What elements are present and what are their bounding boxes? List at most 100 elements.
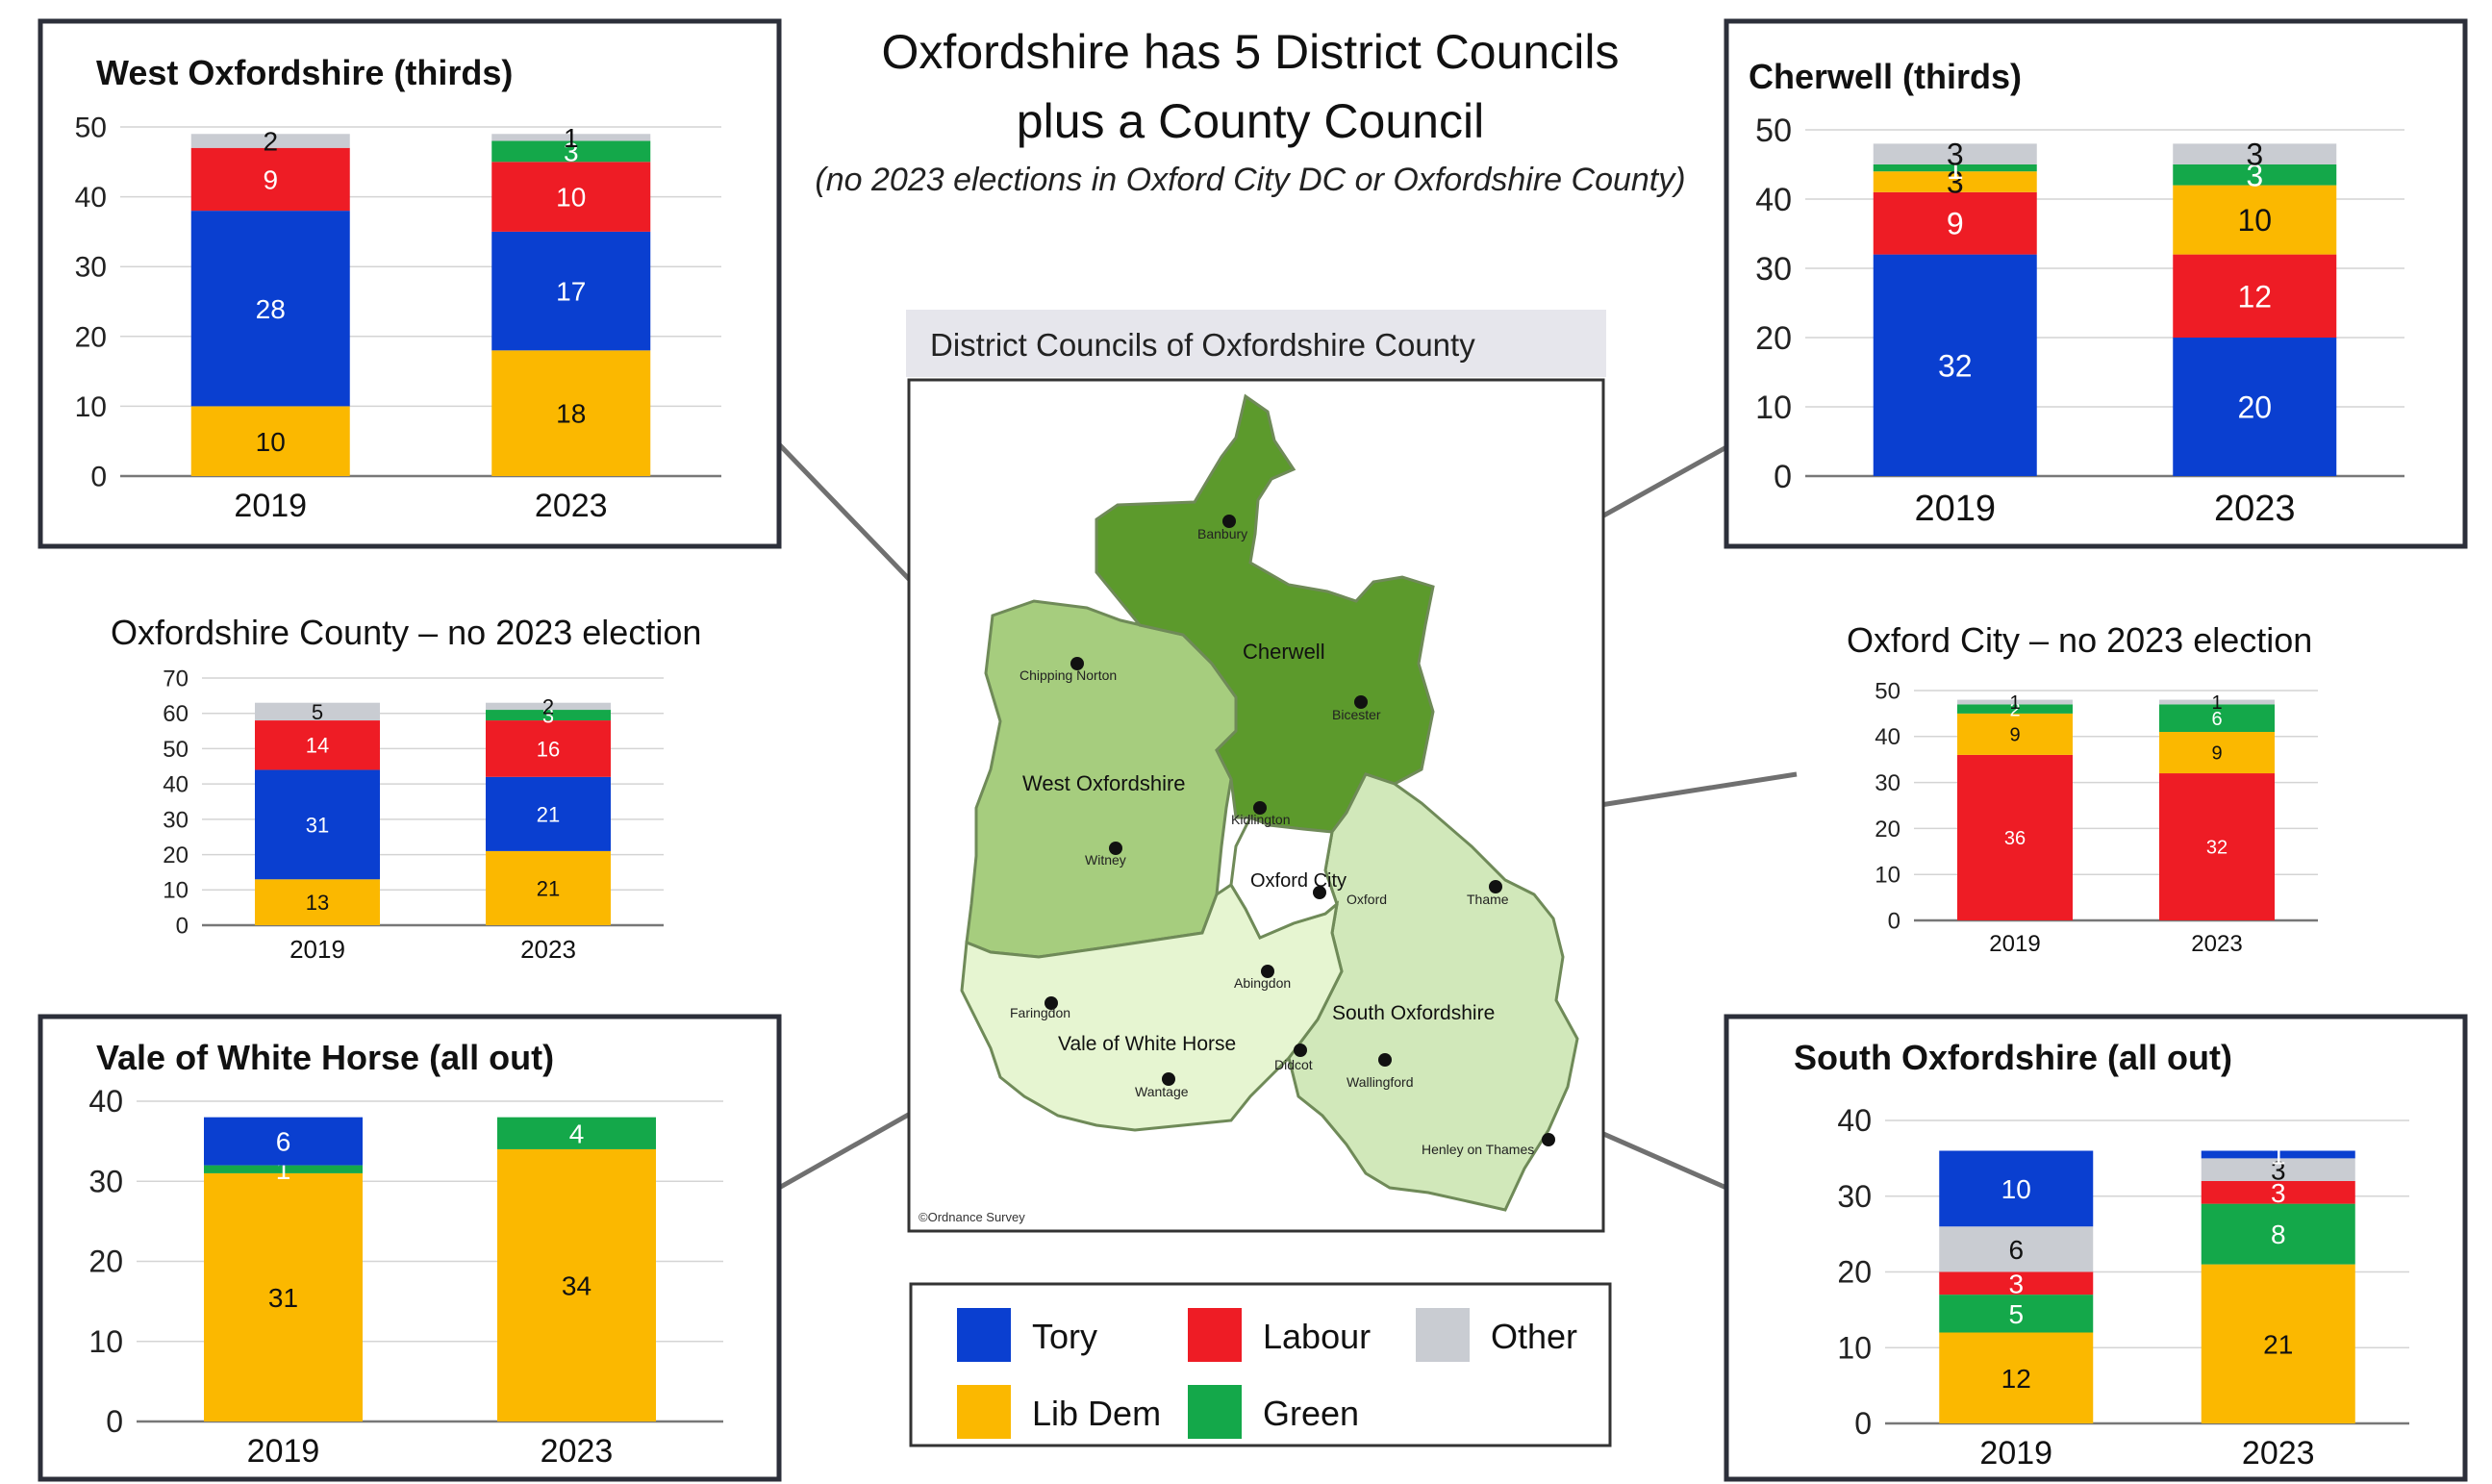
- data-label: 3: [2271, 1178, 2286, 1208]
- legend-swatch: [1416, 1308, 1470, 1362]
- data-label: 10: [556, 183, 586, 213]
- town-dot: [1489, 880, 1502, 893]
- data-label: 20: [2237, 390, 2272, 425]
- y-tick-label: 10: [88, 1324, 123, 1359]
- page-subtitle: (no 2023 elections in Oxford City DC or …: [815, 162, 1686, 198]
- bar-tory: [255, 769, 380, 880]
- y-tick-label: 20: [1837, 1255, 1872, 1290]
- y-tick-label: 20: [1875, 817, 1900, 843]
- chart-title-vale-of-white-horse: Vale of White Horse (all out): [96, 1038, 554, 1077]
- bar-green: [2173, 164, 2337, 186]
- bar-labour: [1873, 191, 2037, 255]
- legend-swatch: [1188, 1385, 1242, 1439]
- data-label: 5: [312, 700, 323, 724]
- data-label: 3: [1947, 165, 1964, 200]
- bar-lib-dem: [2159, 732, 2275, 774]
- x-tick-label: 2019: [1989, 931, 2040, 957]
- town-dot: [1109, 842, 1122, 855]
- y-tick-label: 0: [1888, 908, 1900, 934]
- y-tick-label: 30: [75, 252, 107, 284]
- map-title: District Councils of Oxfordshire County: [930, 327, 1475, 363]
- x-tick-label: 2019: [247, 1433, 320, 1470]
- y-tick-label: 0: [106, 1404, 123, 1439]
- bar-tory: [2173, 338, 2337, 476]
- data-label: 2: [2009, 699, 2020, 720]
- data-label: 14: [306, 734, 329, 758]
- data-label: 2: [263, 127, 278, 157]
- y-tick-label: 40: [75, 182, 107, 214]
- town-label: Bicester: [1332, 707, 1381, 722]
- bar-lib-dem: [491, 350, 651, 476]
- bar-green: [486, 710, 611, 721]
- town-label: Wallingford: [1347, 1074, 1414, 1090]
- district-label: Oxford City: [1250, 870, 1347, 892]
- data-label: 4: [569, 1119, 585, 1148]
- y-tick-label: 20: [75, 321, 107, 353]
- town-dot: [1253, 801, 1267, 815]
- town-label: Faringdon: [1010, 1005, 1070, 1020]
- x-tick-label: 2023: [2191, 931, 2242, 957]
- chart-oxford-city: Oxford City – no 2023 election 0 10 20 30 40 5…: [1847, 620, 2318, 957]
- data-label: 3: [2008, 1269, 2024, 1298]
- legend: Tory Labour Other Lib Dem Green: [909, 1282, 1612, 1447]
- legend-label: Lib Dem: [1032, 1394, 1161, 1433]
- legend-frame: [909, 1282, 1612, 1447]
- data-label: 18: [556, 399, 586, 429]
- data-label: 3: [564, 137, 579, 166]
- town-dot: [1162, 1072, 1175, 1086]
- town-dot: [1045, 996, 1058, 1010]
- bar-labour: [190, 147, 350, 212]
- x-tick-label: 2023: [2214, 489, 2296, 529]
- bar-other: [2173, 143, 2337, 164]
- bar-labour: [255, 720, 380, 770]
- x-tick-label: 2019: [234, 488, 307, 524]
- legend-label: Other: [1491, 1317, 1577, 1356]
- bar-other: [1873, 143, 2037, 164]
- x-tick-label: 2019: [1979, 1435, 2052, 1471]
- bar-lib-dem: [486, 850, 611, 925]
- x-tick-label: 2019: [289, 935, 345, 964]
- y-tick-label: 30: [88, 1164, 123, 1198]
- district-oxford-city: [1229, 816, 1339, 940]
- bar-lib-dem: [1873, 171, 2037, 192]
- data-label: 6: [2008, 1235, 2024, 1265]
- bar-labour: [491, 162, 651, 232]
- town-label: Chipping Norton: [1019, 667, 1117, 683]
- y-tick-label: 30: [1837, 1179, 1872, 1214]
- bar-lib-dem: [1939, 1332, 2094, 1423]
- bar-green: [204, 1165, 363, 1173]
- town-label: Didcot: [1274, 1057, 1313, 1072]
- town-label: Henley on Thames: [1422, 1142, 1534, 1157]
- chart-cherwell: Cherwell (thirds)01020304050329313201920…: [1724, 18, 2468, 549]
- page-title-line-2: plus a County Council: [1016, 94, 1485, 148]
- chart-title-oxfordshire-county: Oxfordshire County – no 2023 election: [111, 613, 701, 652]
- data-label: 31: [306, 813, 329, 837]
- map-credit: ©Ordnance Survey: [919, 1210, 1025, 1224]
- data-label: 3: [2271, 1155, 2286, 1185]
- page-title-line-1: Oxfordshire has 5 District Councils: [881, 25, 1620, 79]
- district-map: District Councils of Oxfordshire County C…: [906, 310, 1606, 1233]
- bar-labour: [486, 720, 611, 777]
- bar-lib-dem: [190, 406, 350, 476]
- district-label: Cherwell: [1243, 640, 1325, 664]
- data-label: 13: [306, 891, 329, 915]
- y-tick-label: 30: [1755, 251, 1792, 288]
- y-tick-label: 0: [1774, 459, 1792, 495]
- bar-other: [190, 134, 350, 148]
- data-label: 28: [256, 294, 286, 324]
- data-label: 10: [2001, 1174, 2031, 1204]
- y-tick-label: 10: [1755, 390, 1792, 426]
- data-label: 1: [564, 123, 579, 153]
- chart-vale-of-white-horse: Vale of White Horse (all out) 0 10 20 30 40 31…: [38, 1014, 782, 1482]
- town-dot: [1261, 965, 1274, 978]
- y-tick-label: 20: [88, 1245, 123, 1279]
- chart-oxfordshire-county: Oxfordshire County – no 2023 election 0 10…: [111, 613, 701, 964]
- bar-tory: [486, 776, 611, 851]
- bar-other: [255, 702, 380, 721]
- legend-label: Tory: [1032, 1317, 1097, 1356]
- district-vale-of-white-horse: [960, 882, 1344, 1132]
- data-label: 6: [276, 1127, 291, 1157]
- data-label: 9: [263, 165, 278, 195]
- y-tick-label: 50: [163, 737, 189, 763]
- bar-green: [1873, 164, 2037, 172]
